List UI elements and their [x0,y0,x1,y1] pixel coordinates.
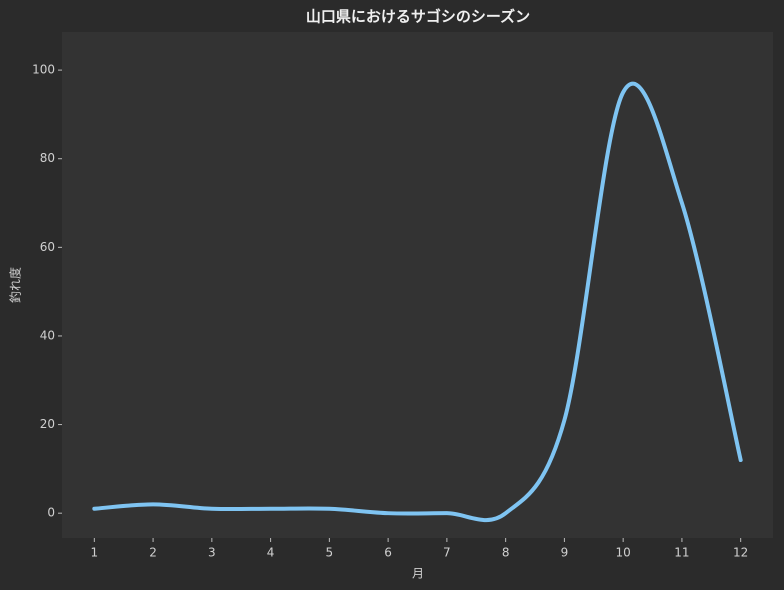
y-tick-label: 0 [47,506,55,520]
y-tick-label: 60 [40,240,55,254]
x-tick-label: 3 [208,546,216,560]
y-axis-label: 釣れ度 [8,267,23,303]
y-tick-label: 40 [40,328,55,342]
x-tick-label: 1 [90,546,98,560]
chart-title: 山口県におけるサゴシのシーズン [306,8,530,26]
x-tick-label: 2 [149,546,157,560]
x-tick-label: 8 [502,546,510,560]
y-tick-label: 80 [40,151,55,165]
x-tick-label: 7 [443,546,451,560]
x-tick-label: 12 [733,546,748,560]
y-tick-label: 100 [32,63,55,77]
x-tick-label: 4 [267,546,275,560]
x-tick-label: 9 [561,546,569,560]
x-tick-label: 10 [616,546,631,560]
line-series [92,81,743,523]
x-tick-label: 6 [384,546,392,560]
x-tick-label: 11 [674,546,689,560]
x-tick-label: 5 [326,546,334,560]
y-tick-label: 20 [40,417,55,431]
x-axis-label: 月 [412,567,424,581]
plot-area [62,32,773,538]
